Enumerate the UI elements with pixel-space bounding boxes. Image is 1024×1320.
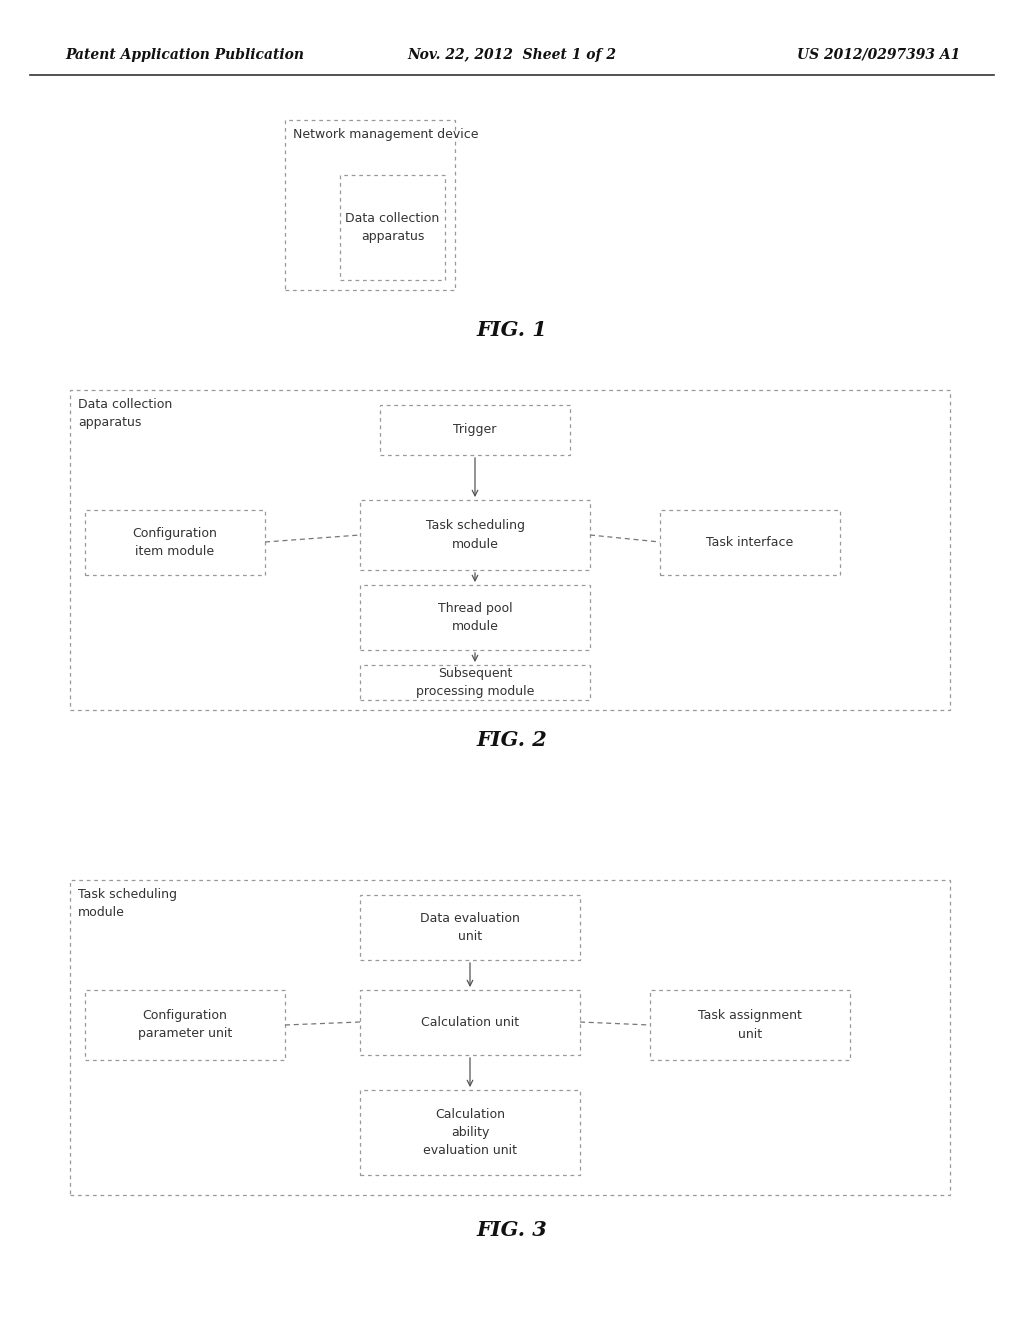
Bar	[70, 389, 950, 710]
Text: Data collection
apparatus: Data collection apparatus	[345, 213, 439, 243]
Text: Thread pool
module: Thread pool module	[437, 602, 512, 634]
Bar	[650, 990, 850, 1060]
Text: Subsequent
processing module: Subsequent processing module	[416, 667, 535, 698]
Text: Data evaluation
unit: Data evaluation unit	[420, 912, 520, 942]
Text: Task scheduling
module: Task scheduling module	[426, 520, 524, 550]
Bar	[380, 405, 570, 455]
Text: Task assignment
unit: Task assignment unit	[698, 1010, 802, 1040]
Text: Configuration
item module: Configuration item module	[132, 527, 217, 558]
Bar	[360, 585, 590, 649]
Bar	[340, 176, 445, 280]
Text: Data collection
apparatus: Data collection apparatus	[78, 399, 172, 429]
Text: Task scheduling
module: Task scheduling module	[78, 888, 177, 919]
Text: Task interface: Task interface	[707, 536, 794, 549]
Text: Network management device: Network management device	[293, 128, 478, 141]
Text: Trigger: Trigger	[454, 424, 497, 437]
Bar	[70, 880, 950, 1195]
Bar	[360, 990, 580, 1055]
Text: Calculation
ability
evaluation unit: Calculation ability evaluation unit	[423, 1107, 517, 1158]
Bar	[360, 1090, 580, 1175]
Bar	[285, 120, 455, 290]
Bar	[85, 990, 285, 1060]
Text: Patent Application Publication: Patent Application Publication	[65, 48, 304, 62]
Text: FIG. 2: FIG. 2	[476, 730, 548, 750]
Text: FIG. 3: FIG. 3	[476, 1220, 548, 1239]
Bar	[360, 895, 580, 960]
Text: US 2012/0297393 A1: US 2012/0297393 A1	[797, 48, 961, 62]
Bar	[85, 510, 265, 576]
Text: Nov. 22, 2012  Sheet 1 of 2: Nov. 22, 2012 Sheet 1 of 2	[408, 48, 616, 62]
Text: Configuration
parameter unit: Configuration parameter unit	[138, 1010, 232, 1040]
Text: Calculation unit: Calculation unit	[421, 1016, 519, 1030]
Text: FIG. 1: FIG. 1	[476, 319, 548, 341]
Bar	[360, 500, 590, 570]
Bar	[360, 665, 590, 700]
Bar	[660, 510, 840, 576]
